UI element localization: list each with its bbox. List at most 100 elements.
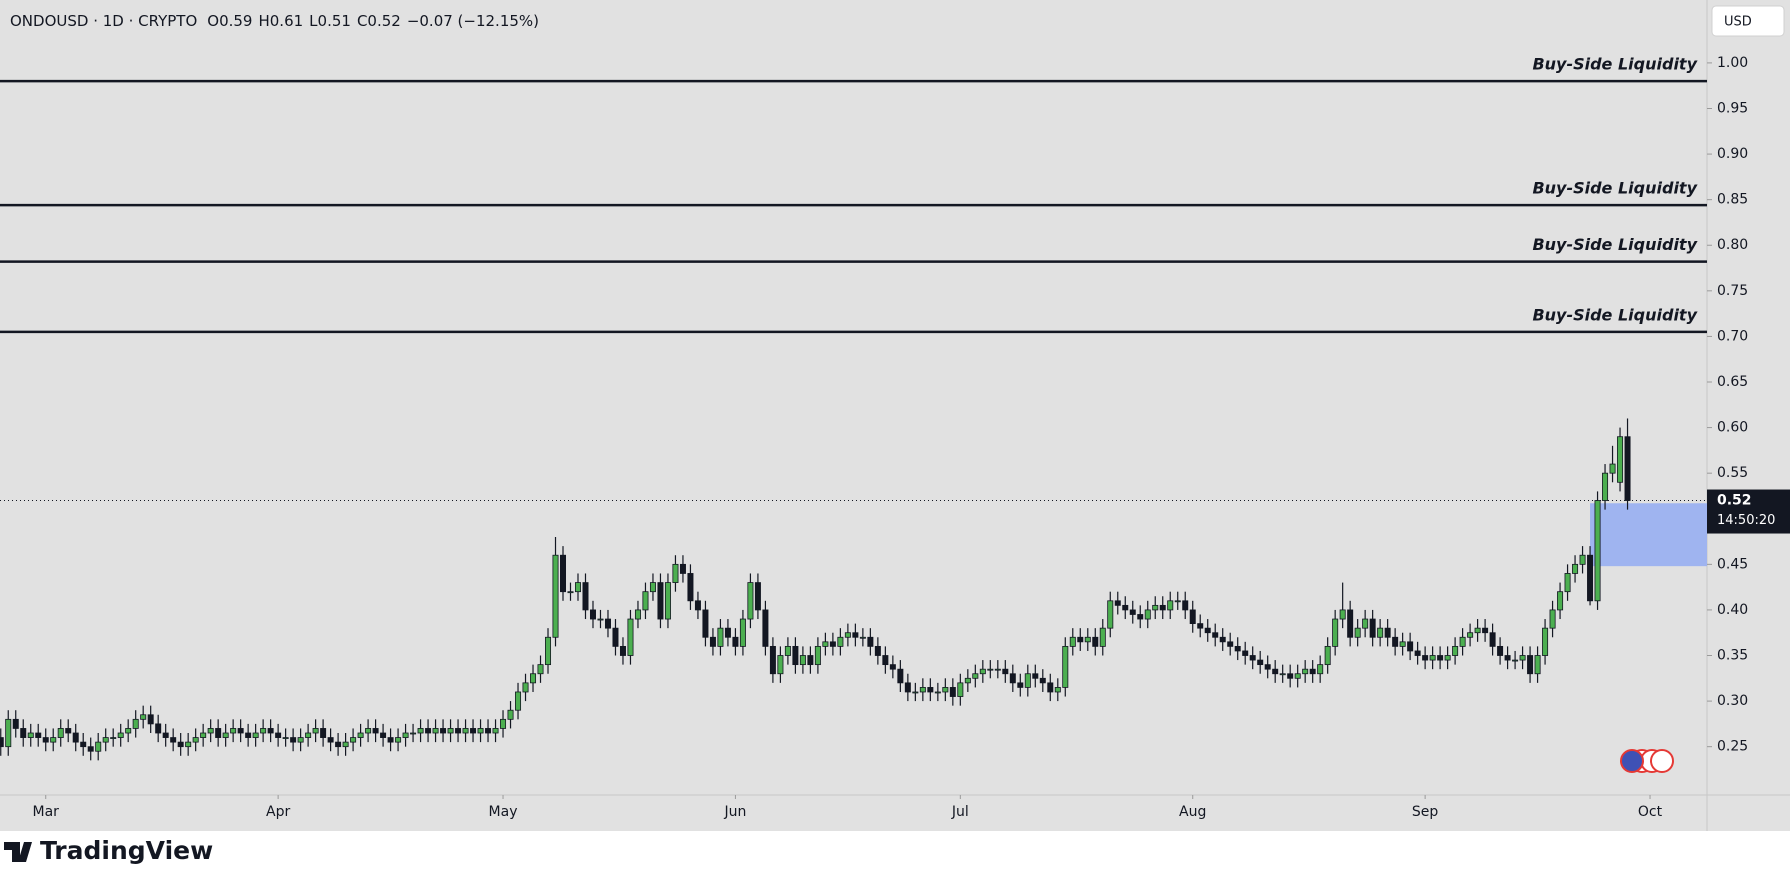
candle-body	[1549, 609, 1556, 629]
candle-body	[807, 655, 814, 666]
candle-body	[72, 732, 79, 743]
x-tick-label: Oct	[1638, 804, 1663, 820]
candle-body	[1437, 655, 1444, 661]
candle-body	[762, 609, 769, 647]
liquidity-label: Buy-Side Liquidity	[1532, 235, 1697, 254]
candle-body	[57, 728, 64, 738]
y-tick-label: 0.40	[1717, 602, 1748, 618]
candle-body	[395, 737, 402, 743]
candle-body	[357, 732, 364, 738]
candle-body	[717, 627, 724, 647]
candle-body	[1414, 650, 1421, 656]
candle-body	[507, 709, 514, 720]
candle-body	[1309, 668, 1316, 675]
candle-body	[260, 728, 267, 734]
brand-mark	[4, 842, 32, 862]
candle-body	[1332, 618, 1339, 647]
candle-body	[1317, 664, 1324, 675]
candle-body	[694, 600, 701, 611]
candle-body	[1497, 645, 1504, 656]
chart-background	[0, 0, 1790, 831]
candle-body	[290, 737, 297, 743]
candle-body	[560, 554, 567, 593]
candle-body	[1324, 645, 1331, 666]
candle-body	[410, 732, 417, 735]
candle-body	[589, 609, 596, 620]
candle-body	[829, 641, 836, 647]
candle-body	[5, 718, 12, 748]
candle-body	[335, 741, 342, 748]
candle-body	[42, 737, 49, 743]
candle-body	[1077, 636, 1084, 643]
candle-body	[237, 728, 244, 734]
candle-body	[1107, 600, 1114, 629]
candle-body	[440, 728, 447, 734]
candle-body	[537, 664, 544, 675]
flag-icon[interactable]	[1620, 749, 1644, 773]
y-tick-label: 0.65	[1717, 374, 1748, 390]
y-tick-label: 1.00	[1717, 55, 1748, 71]
candle-body	[185, 741, 192, 748]
candle-body	[1069, 636, 1076, 647]
candle-body	[1054, 687, 1061, 693]
candle-body	[1002, 668, 1009, 675]
brand-logo	[4, 842, 32, 862]
candle-body	[612, 627, 619, 647]
candle-body	[1339, 609, 1346, 620]
y-tick-label: 0.90	[1717, 146, 1748, 162]
candle-body	[500, 718, 507, 729]
legend-value: −0.07 (−12.15%)	[407, 12, 539, 30]
candle-body	[814, 645, 821, 666]
currency-button[interactable]	[1711, 5, 1785, 37]
candle-body	[859, 636, 866, 639]
candle-body	[934, 691, 941, 694]
candle-body	[1264, 664, 1271, 670]
candle-body	[492, 728, 499, 734]
candle-body	[874, 645, 881, 656]
candle-body	[1407, 641, 1414, 652]
candle-body	[177, 741, 184, 748]
candle-body	[140, 714, 147, 720]
candle-body	[1452, 645, 1459, 656]
candle-body	[102, 737, 109, 743]
candle-body	[1384, 627, 1391, 638]
candle-body	[27, 732, 34, 738]
y-tick-label: 0.55	[1717, 465, 1748, 481]
candle-body	[1587, 554, 1594, 602]
candle-body	[222, 732, 229, 738]
legend-value: O0.59	[207, 12, 252, 30]
candle-body	[1617, 436, 1624, 483]
candle-body	[1144, 609, 1151, 620]
candle-body	[320, 728, 327, 738]
candle-body	[867, 636, 874, 647]
flag-icon[interactable]	[1650, 749, 1674, 773]
candle-body	[792, 645, 799, 666]
candle-body	[447, 728, 454, 734]
candle-body	[305, 732, 312, 738]
candle-body	[604, 618, 611, 629]
brand-name: TradingView	[40, 836, 213, 865]
candle-body	[904, 682, 911, 693]
y-tick-label: 0.70	[1717, 328, 1748, 344]
candle-body	[380, 732, 387, 738]
candle-body	[365, 728, 372, 734]
candle-body	[1159, 604, 1166, 611]
candle-body	[192, 737, 199, 743]
candle-body	[200, 732, 207, 738]
candle-body	[350, 737, 357, 743]
candle-body	[942, 687, 949, 693]
candle-body	[1114, 600, 1121, 606]
candle-body	[1204, 627, 1211, 634]
y-tick-label: 0.75	[1717, 283, 1748, 299]
candle-body	[1174, 600, 1181, 603]
candle-body	[312, 728, 319, 734]
candle-body	[1084, 636, 1091, 643]
x-tick-label: Jul	[951, 804, 969, 820]
candle-body	[20, 728, 27, 738]
candle-body	[65, 728, 72, 734]
candle-body	[252, 732, 259, 738]
candle-body	[567, 591, 574, 594]
candle-body	[245, 732, 252, 738]
candle-body	[1197, 623, 1204, 629]
